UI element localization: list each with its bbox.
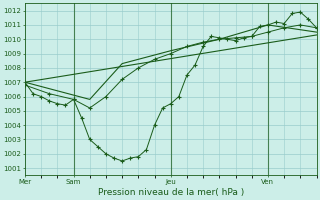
X-axis label: Pression niveau de la mer( hPa ): Pression niveau de la mer( hPa ) [98, 188, 244, 197]
